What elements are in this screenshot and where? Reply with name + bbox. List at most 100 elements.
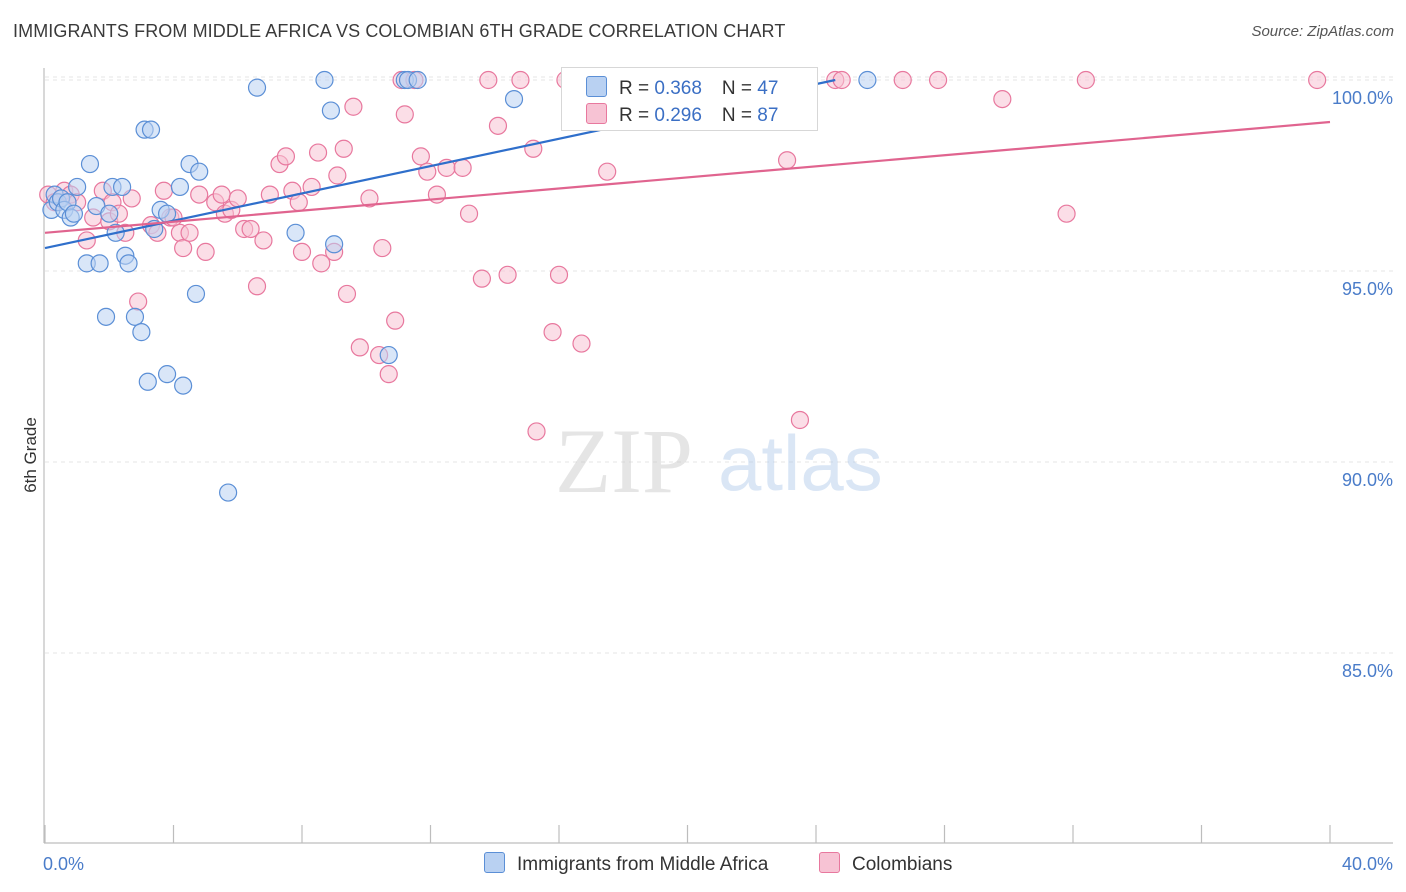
watermark-atlas: atlas [718, 419, 883, 507]
watermark: ZIP atlas [555, 410, 883, 512]
bottom-legend-swatch-pink [819, 852, 840, 873]
colombians-point-39 [292, 242, 312, 261]
colombians-point-66 [498, 265, 517, 284]
colombians-point-86 [1308, 70, 1327, 90]
colombians-point-74 [598, 162, 617, 181]
legend-swatch-pink [586, 103, 607, 124]
y-tick-label-90: 90.0% [1342, 470, 1393, 490]
y-tick-labels: 100.0% 95.0% 90.0% 85.0% [1332, 88, 1393, 681]
x-tick-label-max: 40.0% [1342, 854, 1393, 874]
y-tick-label-85: 85.0% [1342, 661, 1393, 681]
y-tick-label-100: 100.0% [1332, 88, 1393, 108]
colombians-point-41 [308, 143, 328, 162]
middle-africa-point-32 [186, 284, 206, 304]
middle-africa-point-36 [286, 223, 305, 242]
colombians-point-70 [543, 323, 562, 342]
middle-africa-point-38 [321, 101, 341, 120]
colombians-point-21 [174, 238, 193, 258]
middle-africa-point-46 [858, 70, 877, 90]
colombians-point-32 [247, 277, 267, 296]
colombians-point-29 [228, 189, 247, 208]
middle-africa-point-13 [96, 307, 116, 326]
colombians-point-55 [395, 105, 414, 124]
middle-africa-point-28 [157, 365, 177, 384]
middle-africa-point-17 [112, 177, 132, 197]
colombians-point-63 [472, 269, 491, 288]
colombians-point-14 [129, 292, 148, 311]
colombians-point-22 [180, 223, 199, 242]
middle-africa-point-35 [247, 78, 267, 97]
middle-africa-point-39 [325, 235, 344, 254]
colombians-point-24 [196, 242, 215, 261]
bottom-legend-swatch-blue [484, 852, 505, 873]
colombians-point-61 [453, 158, 472, 177]
colombians-point-64 [479, 70, 498, 90]
colombians-point-17 [154, 181, 173, 200]
middle-africa-point-23 [138, 372, 157, 391]
middle-africa-point-37 [315, 70, 334, 90]
legend-row-middle-africa: R = 0.368 N = 47 [586, 76, 778, 100]
middle-africa-point-19 [119, 254, 138, 273]
colombians-trend-line [44, 120, 1331, 234]
colombians-point-83 [993, 89, 1012, 109]
colombians-point-51 [373, 238, 392, 258]
colombians-point-62 [459, 204, 479, 223]
colombians-point-67 [511, 70, 530, 90]
colombians-point-81 [893, 70, 912, 90]
colombians-point-31 [241, 219, 260, 239]
colombians-point-53 [386, 311, 405, 330]
colombians-point-33 [254, 231, 273, 250]
chart-title: IMMIGRANTS FROM MIDDLE AFRICA VS COLOMBI… [13, 21, 786, 41]
middle-africa-points [42, 70, 877, 502]
middle-africa-point-20 [125, 307, 145, 326]
colombians-point-69 [527, 422, 546, 441]
colombians-point-71 [549, 265, 569, 284]
y-axis-label: 6th Grade [21, 417, 40, 493]
colombians-point-48 [350, 338, 369, 357]
watermark-zip: ZIP [555, 410, 693, 512]
colombians-point-85 [1076, 70, 1095, 90]
bottom-legend-middle-africa: Immigrants from Middle Africa [484, 852, 768, 876]
colombians-point-45 [334, 139, 353, 158]
colombians-point-47 [344, 97, 363, 116]
x-tick-label-min: 0.0% [43, 854, 84, 874]
middle-africa-point-40 [379, 345, 398, 365]
legend-row-colombians: R = 0.296 N = 87 [586, 103, 778, 127]
colombians-point-23 [190, 185, 209, 204]
bottom-legend-colombians: Colombians [819, 852, 952, 876]
legend-swatch-blue [586, 76, 607, 97]
colombians-point-46 [337, 284, 357, 304]
middle-africa-point-43 [408, 70, 427, 90]
colombians-point-84 [1057, 204, 1076, 223]
middle-africa-point-21 [132, 323, 151, 342]
colombians-point-73 [572, 334, 591, 353]
colombians-point-77 [777, 151, 797, 170]
middle-africa-point-27 [157, 204, 177, 223]
middle-africa-point-14 [100, 204, 119, 223]
middle-africa-point-29 [170, 177, 190, 197]
middle-africa-point-33 [190, 162, 209, 181]
legend-box: R = 0.368 N = 47 R = 0.296 N = 87 [561, 67, 818, 131]
colombians-point-80 [832, 70, 851, 90]
middle-africa-point-10 [80, 154, 100, 174]
middle-africa-point-7 [64, 204, 84, 223]
y-tick-label-95: 95.0% [1342, 279, 1393, 299]
colombians-point-65 [488, 116, 508, 135]
middle-africa-point-12 [90, 254, 109, 273]
colombians-point-26 [212, 185, 231, 204]
colombians-point-44 [328, 166, 347, 185]
middle-africa-point-30 [174, 376, 193, 395]
colombians-point-36 [276, 147, 296, 166]
colombians-point-78 [790, 410, 810, 430]
middle-africa-point-8 [68, 177, 87, 197]
colombians-point-42 [312, 254, 331, 273]
middle-africa-point-44 [504, 89, 524, 109]
colombians-point-49 [360, 189, 379, 208]
gridlines [45, 76, 1393, 654]
middle-africa-point-34 [219, 483, 238, 502]
middle-africa-point-24 [141, 120, 161, 139]
colombians-point-57 [411, 147, 430, 166]
source-label: Source: ZipAtlas.com [1251, 23, 1394, 40]
colombians-point-52 [379, 365, 398, 384]
